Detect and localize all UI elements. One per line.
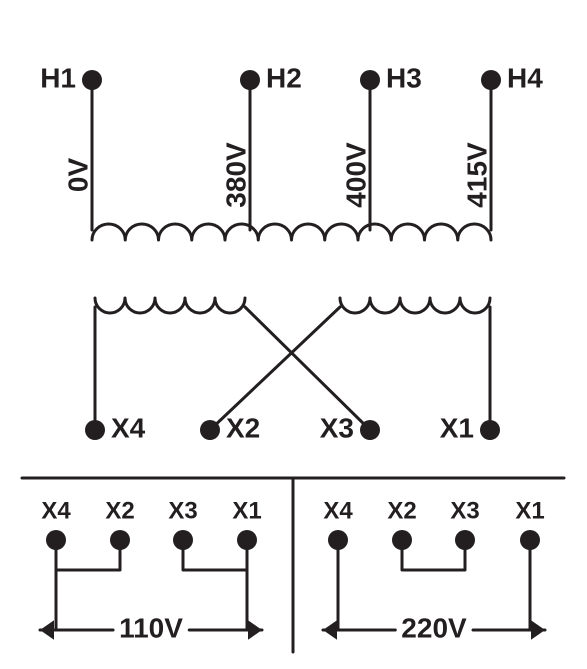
terminal-H3 — [360, 70, 380, 90]
label-X4: X4 — [111, 412, 146, 443]
cfg-220v-label-X1: X1 — [515, 497, 544, 524]
voltage-H1: 0V — [62, 158, 93, 193]
cfg-110v-label-X3: X3 — [168, 497, 197, 524]
cfg-220v-voltage-label: 220V — [401, 612, 467, 643]
voltage-H2: 380V — [220, 142, 251, 208]
cfg-110v-label-X4: X4 — [41, 497, 71, 524]
label-H4: H4 — [507, 62, 543, 93]
terminal-X3 — [360, 420, 380, 440]
label-X2: X2 — [226, 412, 260, 443]
label-H2: H2 — [266, 62, 302, 93]
primary-winding — [92, 224, 491, 240]
secondary-winding-left — [95, 298, 245, 313]
label-X1: X1 — [440, 412, 474, 443]
cfg-220v-label-X4: X4 — [323, 497, 353, 524]
label-H1: H1 — [40, 62, 76, 93]
cfg-220v-jumper-0 — [402, 540, 465, 570]
cfg-110v-jumper-0 — [56, 540, 120, 570]
terminal-H4 — [481, 70, 501, 90]
terminal-X4 — [85, 420, 105, 440]
cfg-110v-voltage-label: 110V — [119, 612, 183, 643]
voltage-H3: 400V — [340, 142, 371, 208]
cfg-110v-label-X2: X2 — [105, 497, 134, 524]
cfg-220v-label-X3: X3 — [450, 497, 479, 524]
label-H3: H3 — [386, 62, 422, 93]
secondary-winding-right — [340, 298, 490, 313]
terminal-X1 — [480, 420, 500, 440]
terminal-X2 — [200, 420, 220, 440]
voltage-H4: 415V — [461, 142, 492, 208]
label-X3: X3 — [320, 412, 354, 443]
terminal-H1 — [82, 70, 102, 90]
cfg-110v-jumper-1 — [183, 540, 247, 570]
cfg-220v-label-X2: X2 — [387, 497, 416, 524]
terminal-H2 — [240, 70, 260, 90]
cfg-110v-label-X1: X1 — [232, 497, 261, 524]
